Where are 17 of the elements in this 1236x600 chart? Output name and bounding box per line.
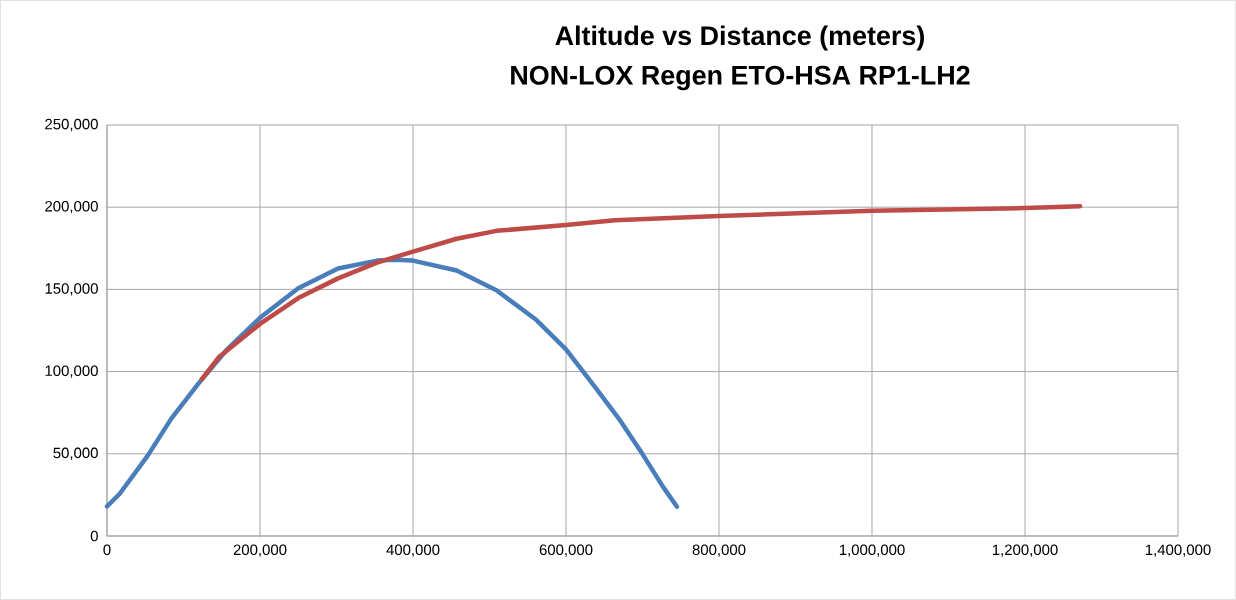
- y-tick-label: 50,000: [53, 447, 98, 460]
- x-tick-label: 0: [103, 544, 111, 556]
- chart-title: Altitude vs Distance (meters): [555, 25, 924, 51]
- y-tick-label: 0: [90, 530, 98, 542]
- x-tick-label: 200,000: [233, 544, 287, 557]
- y-tick-label: 150,000: [45, 283, 98, 296]
- line-series: [199, 203, 1083, 382]
- y-tick-label: 200,000: [45, 201, 98, 214]
- x-tick-label: 800,000: [692, 544, 746, 557]
- x-tick-label: 600,000: [539, 544, 593, 557]
- y-tick-label: 250,000: [45, 118, 98, 132]
- x-tick-label: 1,000,000: [839, 544, 905, 557]
- x-tick-label: 1,200,000: [992, 544, 1058, 557]
- x-tick-label: 400,000: [386, 544, 440, 557]
- chart-subtitle: NON-LOX Regen ETO-HSA RP1-LH2: [511, 65, 970, 91]
- y-tick-label: 100,000: [45, 365, 98, 378]
- x-tick-label: 1,400,000: [1145, 544, 1211, 557]
